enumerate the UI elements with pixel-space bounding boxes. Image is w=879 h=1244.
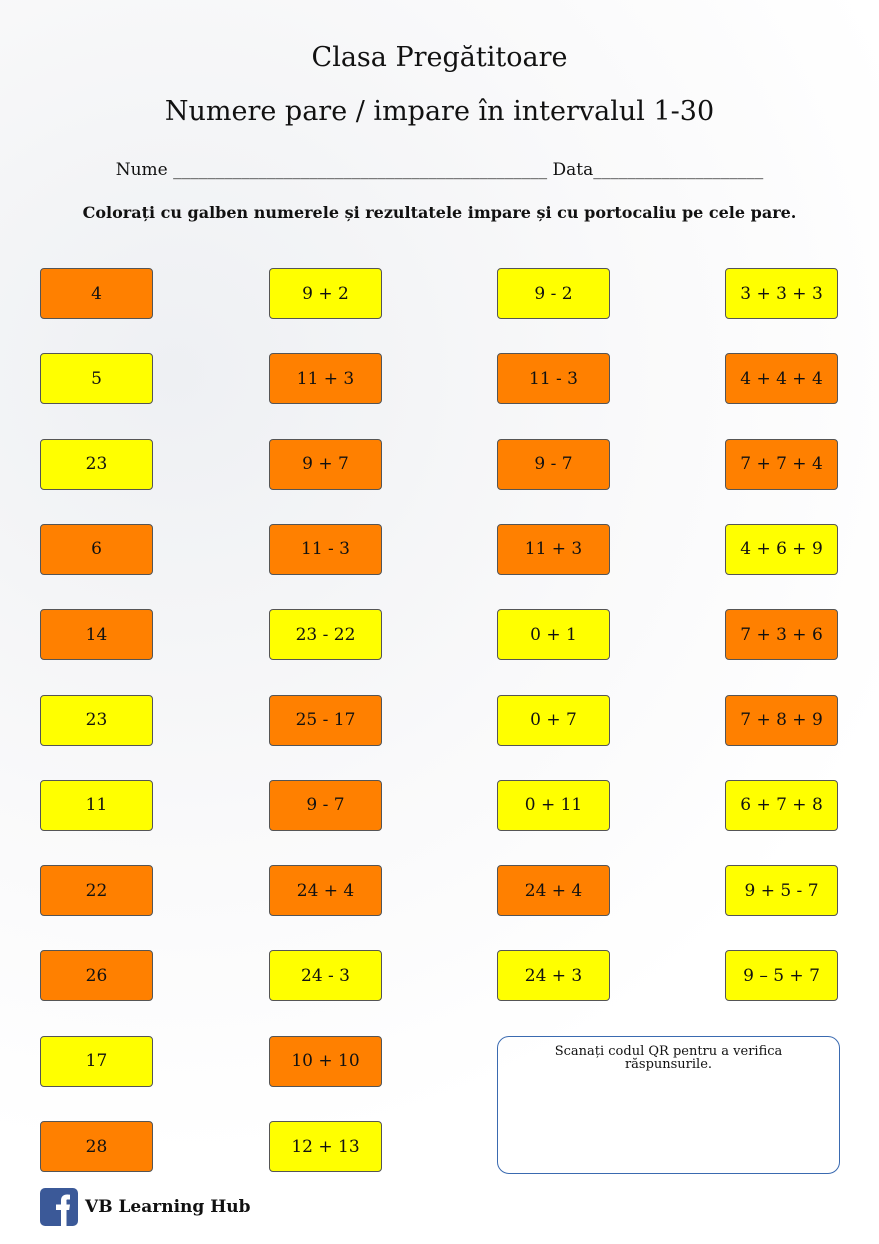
exercise-cell: 28 — [40, 1121, 153, 1172]
brand: VB Learning Hub — [85, 1197, 251, 1217]
exercise-cell: 9 - 7 — [269, 779, 382, 831]
exercise-cell: 5 — [40, 353, 153, 405]
exercise-cell: 12 + 13 — [269, 1121, 382, 1172]
exercise-cell: 22 — [40, 865, 153, 917]
exercise-cell: 23 — [40, 694, 153, 746]
date-field: Data____________________ — [552, 160, 764, 180]
exercise-cell: 7 + 7 + 4 — [725, 438, 838, 490]
exercise-cell: 11 + 3 — [497, 523, 610, 575]
exercise-cell: 23 — [40, 438, 153, 490]
exercise-cell: 25 - 17 — [269, 694, 382, 746]
exercise-cell: 11 - 3 — [497, 353, 610, 405]
name-field: Nume ___________________________________… — [115, 160, 548, 180]
subtitle: Numere pare / impare în intervalul 1-30 — [164, 96, 715, 127]
qr-box: Scanați codul QR pentru a verifica răspu… — [497, 1036, 840, 1174]
exercise-cell: 7 + 3 + 6 — [725, 609, 838, 661]
exercise-cell: 0 + 7 — [497, 694, 610, 746]
exercise-cell: 9 + 7 — [269, 438, 382, 490]
exercise-cell: 9 + 2 — [269, 268, 382, 319]
exercise-cell: 11 — [40, 779, 153, 831]
exercise-cell: 9 – 5 + 7 — [725, 950, 838, 1002]
fields: Nume ___________________________________… — [0, 160, 879, 180]
exercise-cell: 23 - 22 — [269, 609, 382, 661]
exercise-cell: 9 - 2 — [497, 268, 610, 319]
exercise-cell: 11 + 3 — [269, 353, 382, 405]
exercise-cell: 24 + 4 — [269, 865, 382, 917]
facebook-icon — [40, 1188, 78, 1226]
exercise-cell: 14 — [40, 609, 153, 661]
qr-text: Scanați codul QR pentru a verifica răspu… — [554, 1044, 783, 1072]
exercise-cell: 9 - 7 — [497, 438, 610, 490]
exercise-cell: 4 + 6 + 9 — [725, 523, 838, 575]
exercise-cell: 0 + 1 — [497, 609, 610, 661]
instruction: Colorați cu galben numerele și rezultate… — [82, 203, 797, 222]
exercise-cell: 26 — [40, 950, 153, 1002]
exercise-cell: 24 - 3 — [269, 950, 382, 1002]
exercise-cell: 24 + 3 — [497, 950, 610, 1002]
exercise-cell: 4 — [40, 268, 153, 319]
exercise-cell: 17 — [40, 1035, 153, 1087]
exercise-cell: 24 + 4 — [497, 865, 610, 917]
exercise-cell: 4 + 4 + 4 — [725, 353, 838, 405]
exercise-cell: 6 — [40, 523, 153, 575]
exercise-cell: 6 + 7 + 8 — [725, 779, 838, 831]
exercise-cell: 10 + 10 — [269, 1035, 382, 1087]
exercise-cell: 0 + 11 — [497, 779, 610, 831]
title: Clasa Pregătitoare — [311, 42, 568, 73]
exercise-cell: 9 + 5 - 7 — [725, 865, 838, 917]
exercise-cell: 7 + 8 + 9 — [725, 694, 838, 746]
exercise-cell: 3 + 3 + 3 — [725, 268, 838, 319]
exercise-cell: 11 - 3 — [269, 523, 382, 575]
